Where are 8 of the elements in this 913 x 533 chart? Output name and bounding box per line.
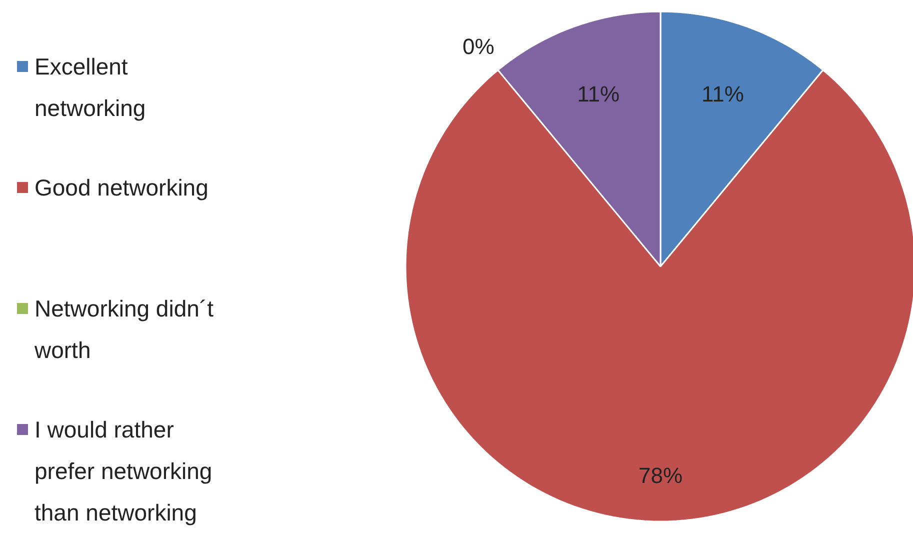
data-label: 78%	[638, 463, 683, 488]
data-label: 11%	[577, 81, 620, 106]
text: 0%	[462, 34, 494, 59]
legend-label: Networking didn´t worth	[34, 296, 214, 364]
data-label: 11%	[701, 81, 744, 106]
legend-label: I would rather prefer networking than networking	[34, 416, 212, 526]
legend-label: Excellent networking	[34, 54, 146, 122]
legend-label: Good networking	[34, 174, 208, 200]
